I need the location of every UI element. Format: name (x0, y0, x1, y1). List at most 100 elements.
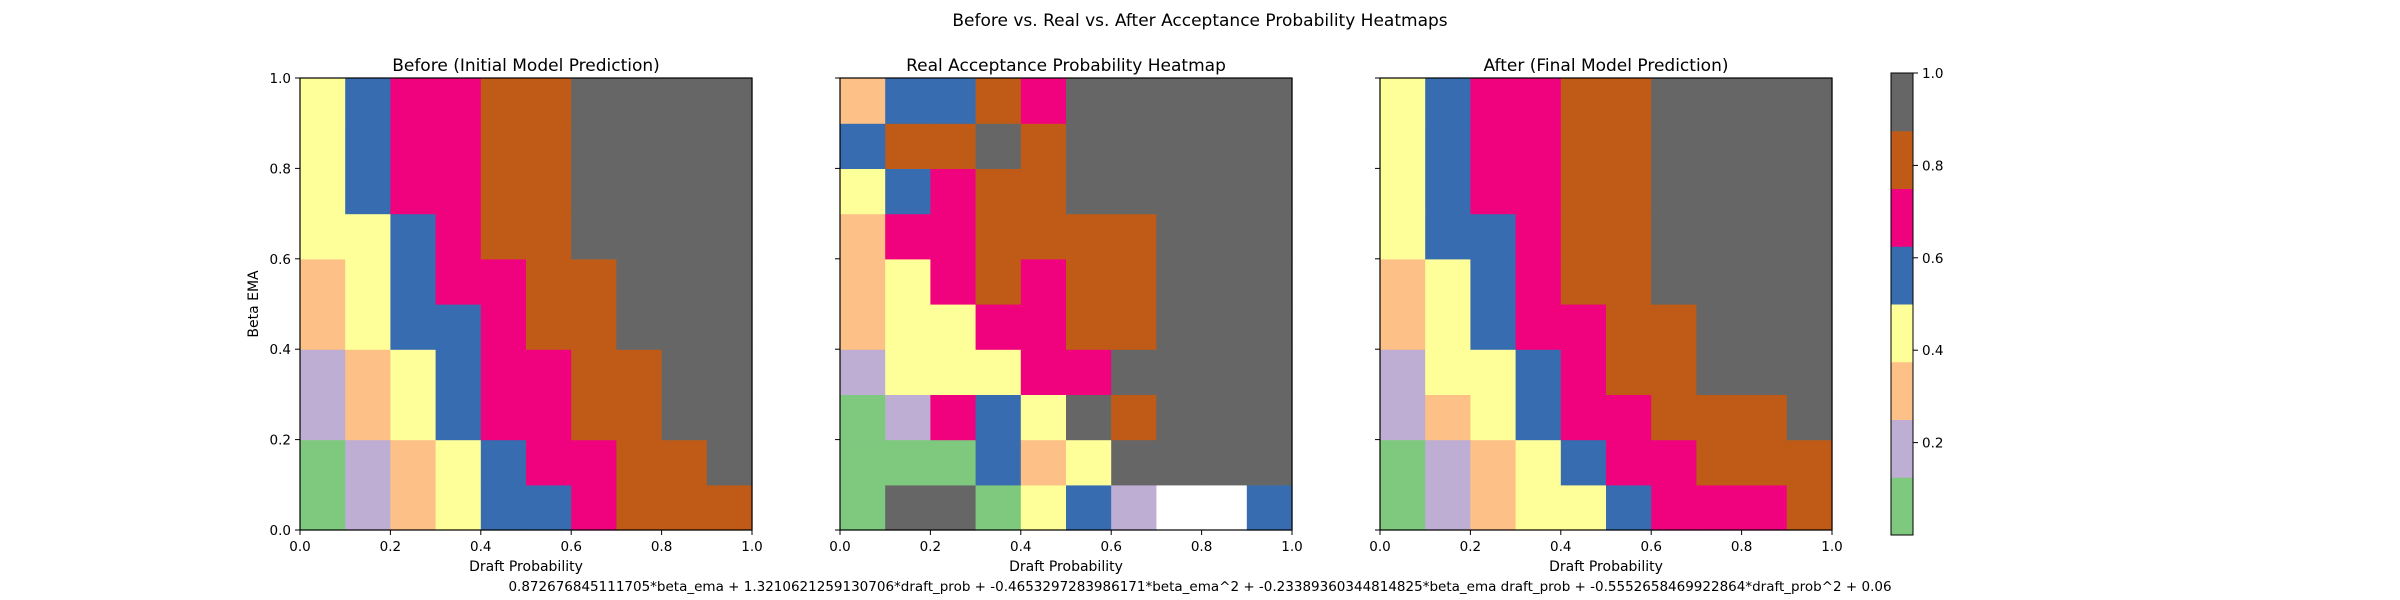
heatmap-cell (1425, 439, 1471, 486)
heatmap-cell (706, 439, 753, 486)
heatmap-cell (300, 439, 346, 486)
heatmap-cell (345, 213, 391, 260)
x-tick-label: 0.6 (560, 539, 581, 555)
colorbar-segment (1891, 361, 1913, 420)
colorbar-tick-label: 0.6 (1922, 251, 1943, 267)
heatmap-cell (390, 213, 437, 260)
heatmap-cell (661, 258, 708, 305)
heatmap-cell (1111, 78, 1157, 124)
heatmap-cell (1156, 394, 1203, 441)
heatmap-cell (1786, 213, 1833, 260)
heatmap-cell (1380, 484, 1426, 531)
heatmap-cell (526, 213, 572, 260)
heatmap-cell (1380, 304, 1426, 350)
heatmap-cell (975, 258, 1022, 305)
heatmap-cell (706, 168, 753, 215)
heatmap-cell (1380, 439, 1426, 486)
heatmap-cell (1020, 394, 1067, 441)
heatmap-cell (1741, 213, 1788, 260)
colorbar-frame (1890, 72, 1914, 536)
heatmap-cell (1515, 78, 1562, 124)
heatmap-cell (1020, 213, 1067, 260)
heatmap-cell (706, 123, 753, 169)
heatmap-cell (1651, 439, 1697, 486)
heatmap-cell (526, 168, 572, 215)
heatmap-cell (526, 78, 572, 124)
heatmap-cell (840, 213, 886, 260)
heatmap-cell (706, 213, 753, 260)
heatmap-cell (571, 213, 617, 260)
heatmap-cell (1380, 123, 1426, 169)
heatmap-cell (300, 213, 346, 260)
heatmap-cell (345, 439, 391, 486)
x-tick-label: 1.0 (1821, 539, 1842, 555)
y-tick-label: 0.6 (270, 252, 291, 268)
x-axis-label: Draft Probability (1549, 559, 1663, 575)
heatmap-cell (1111, 258, 1157, 305)
heatmap-cell (885, 258, 931, 305)
heatmap-cell (480, 439, 527, 486)
heatmap-cell (1651, 258, 1697, 305)
heatmap-cell (1156, 349, 1203, 395)
heatmap-cell (1606, 258, 1652, 305)
heatmap-cell (1201, 78, 1248, 124)
heatmap-cell (1246, 439, 1293, 486)
heatmap-cell (526, 484, 572, 531)
x-tick-label: 0.4 (1010, 539, 1031, 555)
heatmap-cell (1560, 349, 1607, 395)
heatmap-cell (1201, 439, 1248, 486)
heatmap-cell (480, 484, 527, 531)
heatmap-cell (706, 484, 753, 531)
heatmap-cell (1606, 304, 1652, 350)
heatmap-cell (435, 484, 482, 531)
y-tick-label: 0.0 (270, 523, 291, 539)
heatmap-cell (571, 304, 617, 350)
heatmap-cell (1696, 349, 1743, 395)
heatmap-cell (930, 349, 977, 395)
heatmap-cell (885, 78, 931, 124)
heatmap-cell (1201, 394, 1248, 441)
heatmap-cell (1246, 304, 1293, 350)
heatmap-cell (885, 304, 931, 350)
heatmap-cell (1696, 123, 1743, 169)
heatmap-cell (300, 78, 346, 124)
heatmap-cell (975, 123, 1022, 169)
heatmap-cell (435, 78, 482, 124)
heatmap-cell (661, 123, 708, 169)
x-tick-label: 0.2 (1460, 539, 1481, 555)
heatmap-cell (930, 168, 977, 215)
y-tick-label: 0.4 (270, 342, 291, 358)
heatmap-cell (840, 123, 886, 169)
heatmap-cell (1696, 213, 1743, 260)
heatmap-cell (1066, 484, 1112, 531)
heatmap-cell (975, 168, 1022, 215)
heatmap-cell (1696, 258, 1743, 305)
heatmap-cell (1741, 78, 1788, 124)
heatmap-cell (1786, 258, 1833, 305)
heatmap-cell (1066, 304, 1112, 350)
heatmap-cell (706, 304, 753, 350)
heatmap-cell (1606, 394, 1652, 441)
heatmap-cell (1651, 394, 1697, 441)
panel-title: After (Final Model Prediction) (1484, 56, 1729, 76)
colorbar-segment (1891, 246, 1913, 305)
heatmap-cell (1651, 123, 1697, 169)
heatmap-cell (1606, 484, 1652, 531)
heatmap-cell (1020, 439, 1067, 486)
heatmap-cell (1560, 304, 1607, 350)
heatmap-cell (1515, 349, 1562, 395)
heatmap-cell (1425, 168, 1471, 215)
heatmap-cell (345, 304, 391, 350)
heatmap-cell (930, 304, 977, 350)
heatmap-cell (1696, 168, 1743, 215)
heatmap-cell (1246, 78, 1293, 124)
heatmap-cell (390, 439, 437, 486)
x-tick-label: 0.2 (380, 539, 401, 555)
heatmap-cell (1380, 394, 1426, 441)
figure-title: Before vs. Real vs. After Acceptance Pro… (952, 11, 1447, 31)
heatmap-cell (390, 349, 437, 395)
heatmap-cell (885, 213, 931, 260)
heatmap-cell (480, 258, 527, 305)
heatmap-cell (1606, 78, 1652, 124)
heatmap-cell (1156, 484, 1203, 531)
